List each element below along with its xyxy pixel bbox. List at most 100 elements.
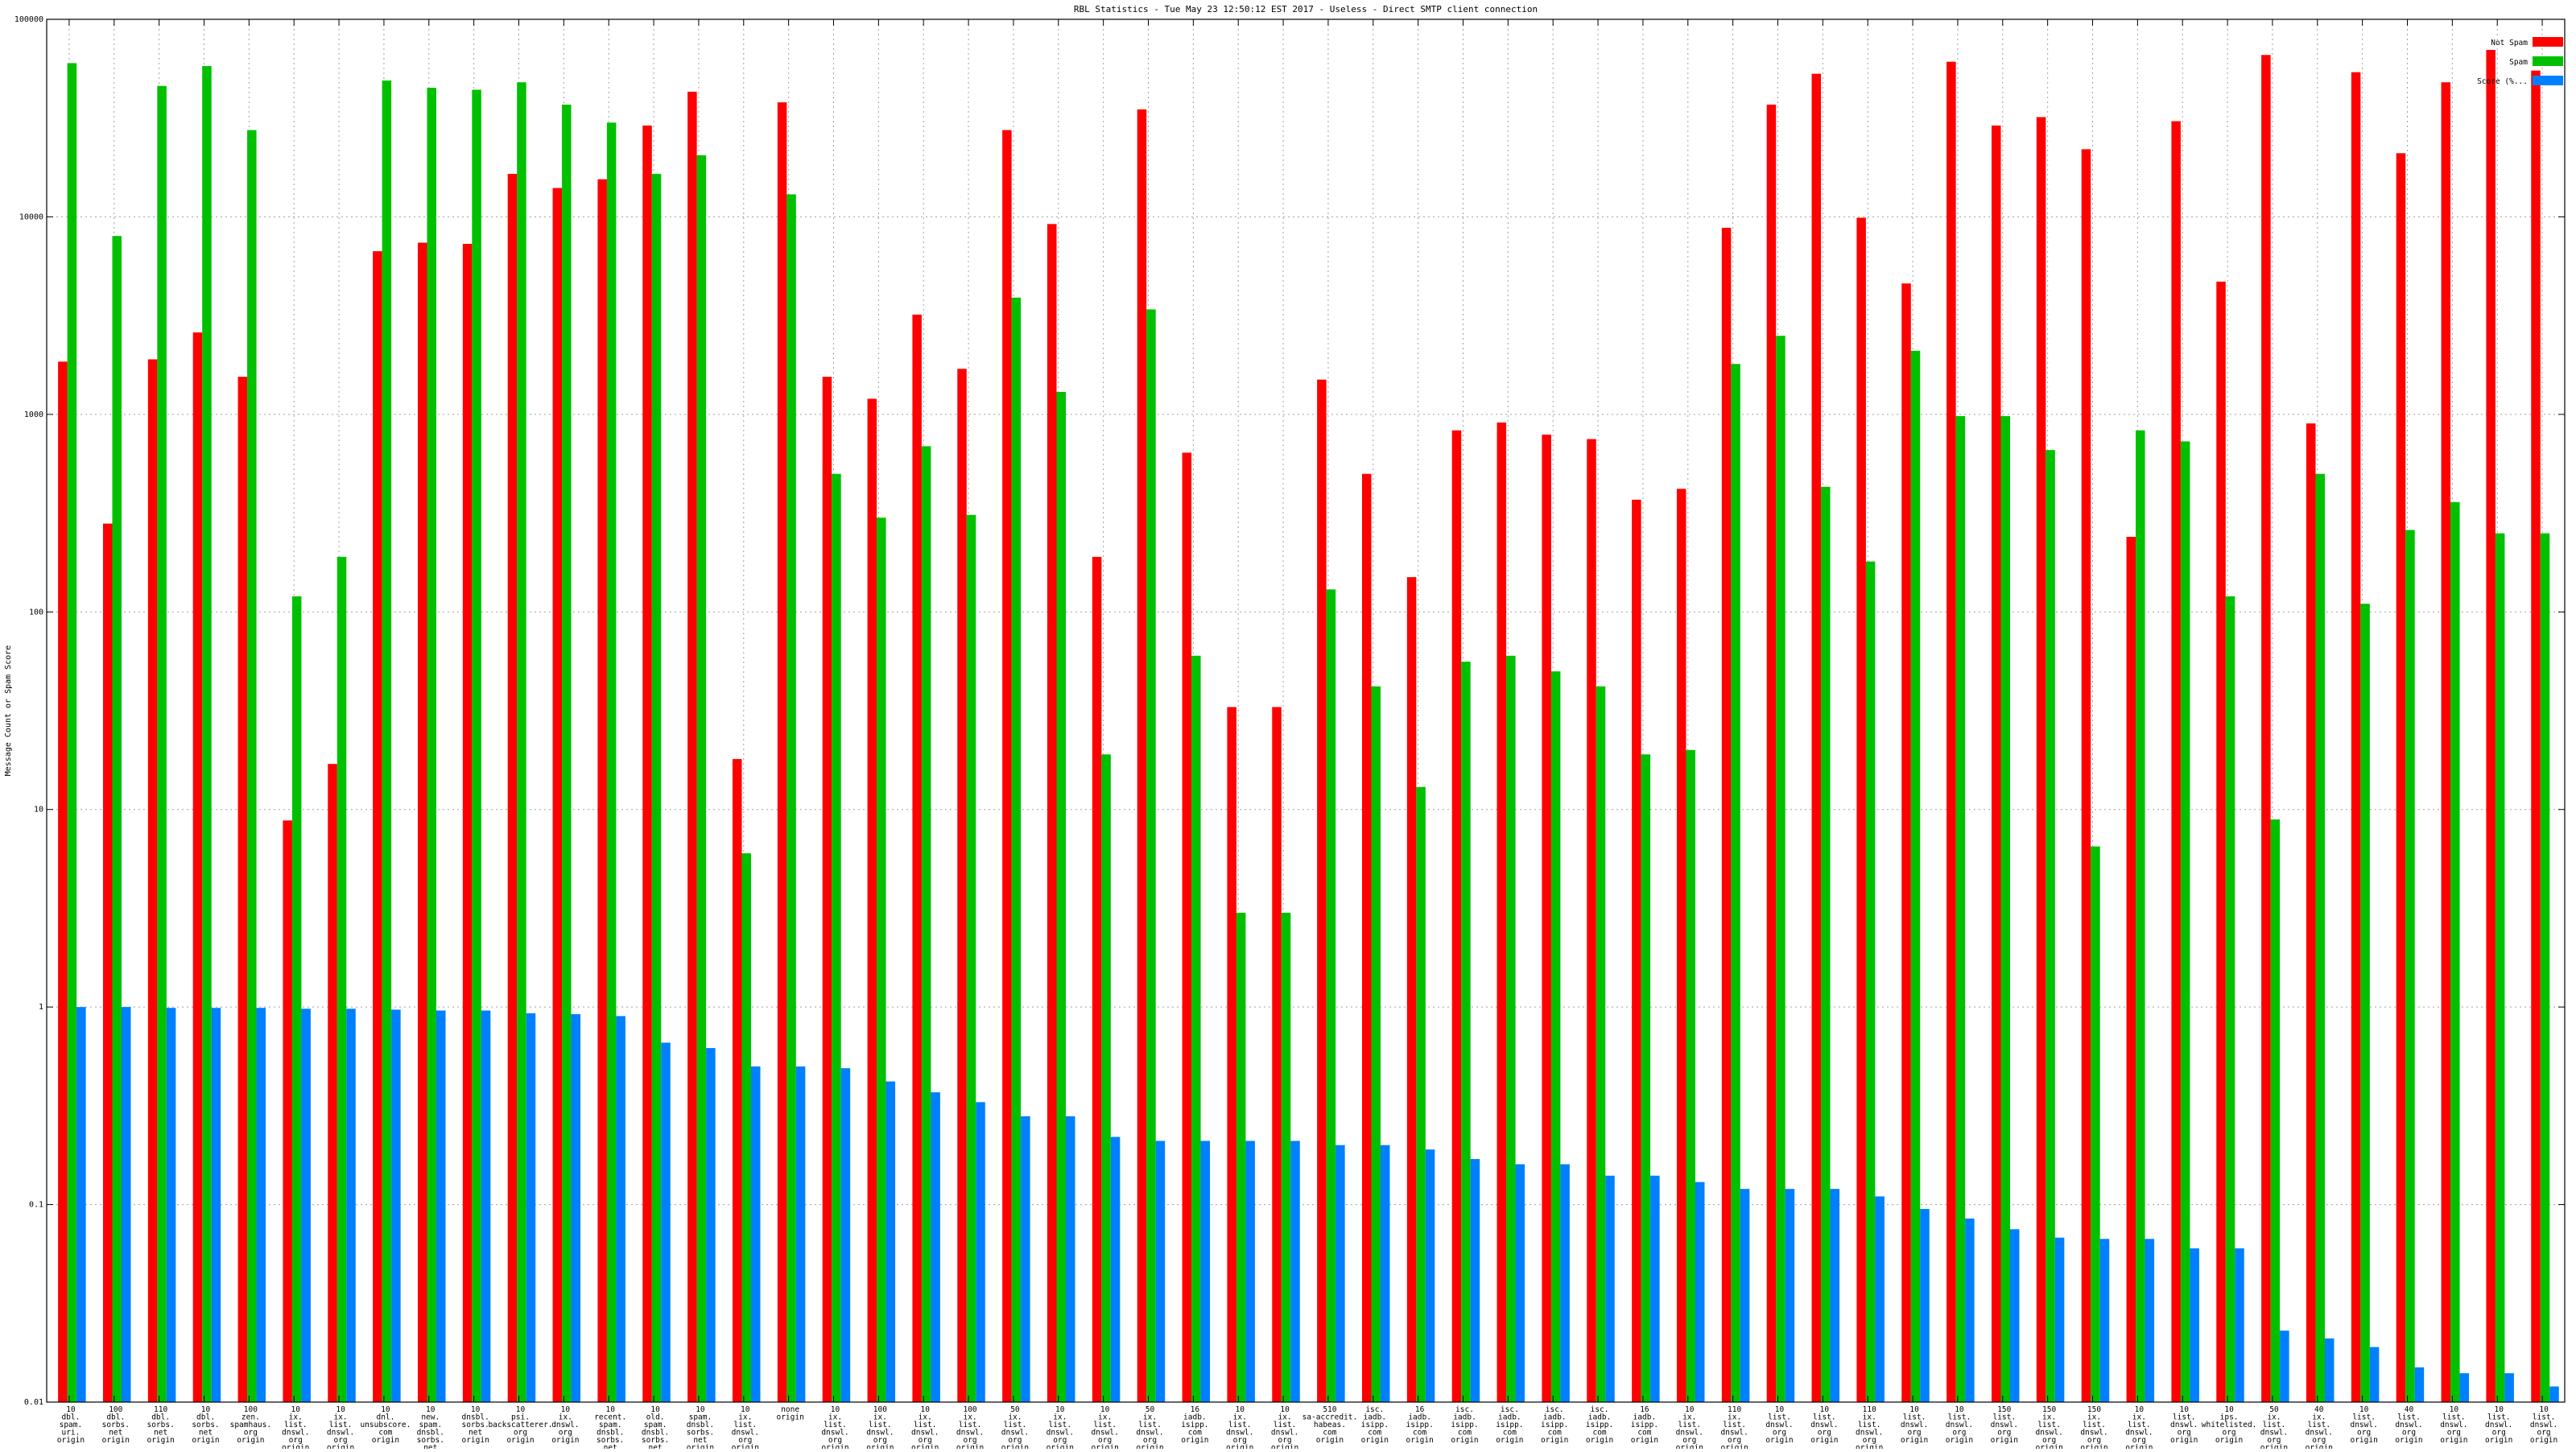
x-tick-label: 510 sa-accredit. habeas. com origin xyxy=(1302,1405,1358,1445)
bar-not-spam-53 xyxy=(2441,82,2451,1402)
bar-spam-46 xyxy=(2136,430,2145,1402)
bar-score--7 xyxy=(391,1009,401,1402)
bar-score--17 xyxy=(840,1068,851,1402)
bar-spam-39 xyxy=(1821,486,1831,1402)
bar-not-spam-0 xyxy=(58,361,68,1403)
x-tick-label: 10 ix. list. dnswl. org origin xyxy=(1271,1405,1298,1449)
bar-spam-42 xyxy=(1955,416,1966,1402)
bar-score--2 xyxy=(166,1008,176,1402)
bar-score--34 xyxy=(1605,1175,1615,1402)
bar-not-spam-46 xyxy=(2126,536,2136,1403)
bar-spam-30 xyxy=(1416,786,1426,1402)
bar-score--53 xyxy=(2459,1373,2470,1402)
bar-score--29 xyxy=(1380,1145,1390,1402)
bar-spam-3 xyxy=(202,66,212,1403)
bar-score--49 xyxy=(2280,1330,2289,1402)
legend-label-1: Spam xyxy=(2509,58,2528,67)
bar-score--31 xyxy=(1470,1159,1480,1402)
bar-not-spam-31 xyxy=(1451,430,1462,1402)
x-tick-label: 10 list. dnswl. org origin xyxy=(2350,1405,2377,1445)
bar-not-spam-43 xyxy=(1991,125,2001,1403)
x-tick-label: 10 spam. dnsbl. sorbs. net origin xyxy=(687,1405,714,1449)
bar-score--55 xyxy=(2549,1386,2559,1402)
bar-not-spam-54 xyxy=(2486,50,2496,1403)
x-tick-label: 10 ix. dnswl. org origin xyxy=(551,1405,579,1445)
y-tick-label: 100 xyxy=(29,608,43,617)
x-tick-label: 10 list. dnswl. org origin xyxy=(2440,1405,2467,1445)
bar-score--46 xyxy=(2145,1239,2155,1402)
x-tick-label: 10 list. dnswl. org origin xyxy=(2530,1405,2557,1445)
bar-spam-28 xyxy=(1326,589,1336,1402)
y-tick-label: 100000 xyxy=(14,15,43,24)
bar-spam-24 xyxy=(1146,309,1156,1403)
bar-score--20 xyxy=(976,1102,985,1402)
bar-spam-54 xyxy=(2495,533,2505,1402)
bar-spam-20 xyxy=(966,514,976,1402)
bar-not-spam-48 xyxy=(2216,281,2226,1402)
bar-spam-37 xyxy=(1731,364,1740,1403)
bar-score--36 xyxy=(1695,1182,1705,1402)
bar-spam-11 xyxy=(562,104,572,1403)
bar-score--40 xyxy=(1875,1196,1885,1402)
x-tick-label: 10 ix. list. dnswl. org origin xyxy=(1226,1405,1253,1449)
x-tick-label: 110 dbl. sorbs. net origin xyxy=(147,1405,174,1445)
bar-spam-44 xyxy=(2046,450,2055,1402)
x-tick-label: 10 dnsbl. sorbs. net origin xyxy=(461,1405,489,1445)
bar-score--6 xyxy=(346,1009,356,1402)
bar-not-spam-39 xyxy=(1811,73,1822,1403)
bar-not-spam-32 xyxy=(1496,422,1507,1402)
bar-not-spam-29 xyxy=(1361,473,1372,1402)
bar-score--44 xyxy=(2054,1237,2065,1402)
bar-spam-21 xyxy=(1011,297,1022,1403)
bar-not-spam-4 xyxy=(237,377,248,1403)
chart-title: RBL Statistics - Tue May 23 12:50:12 EST… xyxy=(1074,4,1538,14)
bar-not-spam-2 xyxy=(147,359,158,1402)
bar-not-spam-24 xyxy=(1137,109,1147,1403)
legend-label-2: Score (%... xyxy=(2477,77,2528,86)
bar-spam-17 xyxy=(832,473,841,1402)
bar-spam-51 xyxy=(2360,604,2370,1402)
bar-score--26 xyxy=(1245,1141,1255,1402)
bar-spam-18 xyxy=(877,518,886,1402)
x-tick-label: 50 ix. list. dnswl. org origin xyxy=(2260,1405,2288,1449)
bar-score--27 xyxy=(1290,1141,1300,1402)
bar-not-spam-14 xyxy=(687,91,697,1403)
bar-not-spam-33 xyxy=(1542,434,1551,1402)
bar-not-spam-41 xyxy=(1901,283,1911,1402)
bar-spam-26 xyxy=(1236,913,1246,1402)
x-tick-label: 10 dnl. unsubscore. com origin xyxy=(360,1405,411,1445)
bar-score--9 xyxy=(481,1010,491,1402)
x-tick-label: 10 ips. whitelisted. org origin xyxy=(2202,1405,2257,1445)
bar-not-spam-47 xyxy=(2171,121,2181,1403)
x-tick-label: none origin xyxy=(776,1405,803,1422)
plot-frame xyxy=(46,19,2566,1403)
bar-not-spam-55 xyxy=(2531,70,2541,1402)
legend-swatch-1 xyxy=(2533,56,2563,66)
bar-not-spam-6 xyxy=(328,764,337,1402)
bar-not-spam-16 xyxy=(777,102,787,1403)
bar-not-spam-51 xyxy=(2351,72,2361,1402)
x-tick-label: 10 psi. backscatterer. org origin xyxy=(488,1405,552,1445)
bar-not-spam-1 xyxy=(102,523,113,1403)
bar-spam-27 xyxy=(1281,913,1291,1402)
bar-spam-55 xyxy=(2540,533,2550,1402)
bar-not-spam-23 xyxy=(1092,556,1102,1403)
bar-spam-34 xyxy=(1596,686,1606,1402)
x-tick-label: 150 list. dnswl. org origin xyxy=(1991,1405,2018,1445)
bar-score--43 xyxy=(2009,1229,2020,1402)
y-axis-label: Message Count or Spam Score xyxy=(4,646,13,777)
bar-score--30 xyxy=(1425,1149,1435,1402)
bar-not-spam-5 xyxy=(283,820,292,1402)
x-tick-label: 10 list. dnswl. org origin xyxy=(2170,1405,2198,1445)
bar-score--32 xyxy=(1515,1164,1525,1402)
x-tick-label: 10 ix. list. dnswl. org origin xyxy=(1676,1405,1703,1449)
x-tick-label: 10 dbl. spam. uri. origin xyxy=(57,1405,85,1445)
bar-spam-13 xyxy=(651,174,662,1403)
bar-score--19 xyxy=(931,1092,940,1402)
bar-not-spam-25 xyxy=(1182,452,1192,1403)
bar-spam-52 xyxy=(2405,530,2415,1402)
bar-score--50 xyxy=(2324,1338,2334,1402)
bar-not-spam-37 xyxy=(1721,228,1732,1403)
legend: Not Spam Spam Score (%... xyxy=(2477,37,2563,86)
